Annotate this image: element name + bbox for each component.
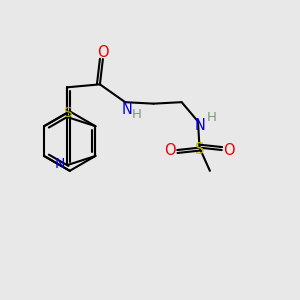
Text: N: N xyxy=(195,118,206,133)
Text: S: S xyxy=(63,106,72,120)
Text: S: S xyxy=(195,142,205,157)
Text: N: N xyxy=(55,157,65,171)
Text: O: O xyxy=(97,45,109,60)
Text: H: H xyxy=(206,111,216,124)
Text: O: O xyxy=(223,142,234,158)
Text: N: N xyxy=(121,101,132,116)
Text: O: O xyxy=(164,142,176,158)
Text: H: H xyxy=(131,108,141,121)
